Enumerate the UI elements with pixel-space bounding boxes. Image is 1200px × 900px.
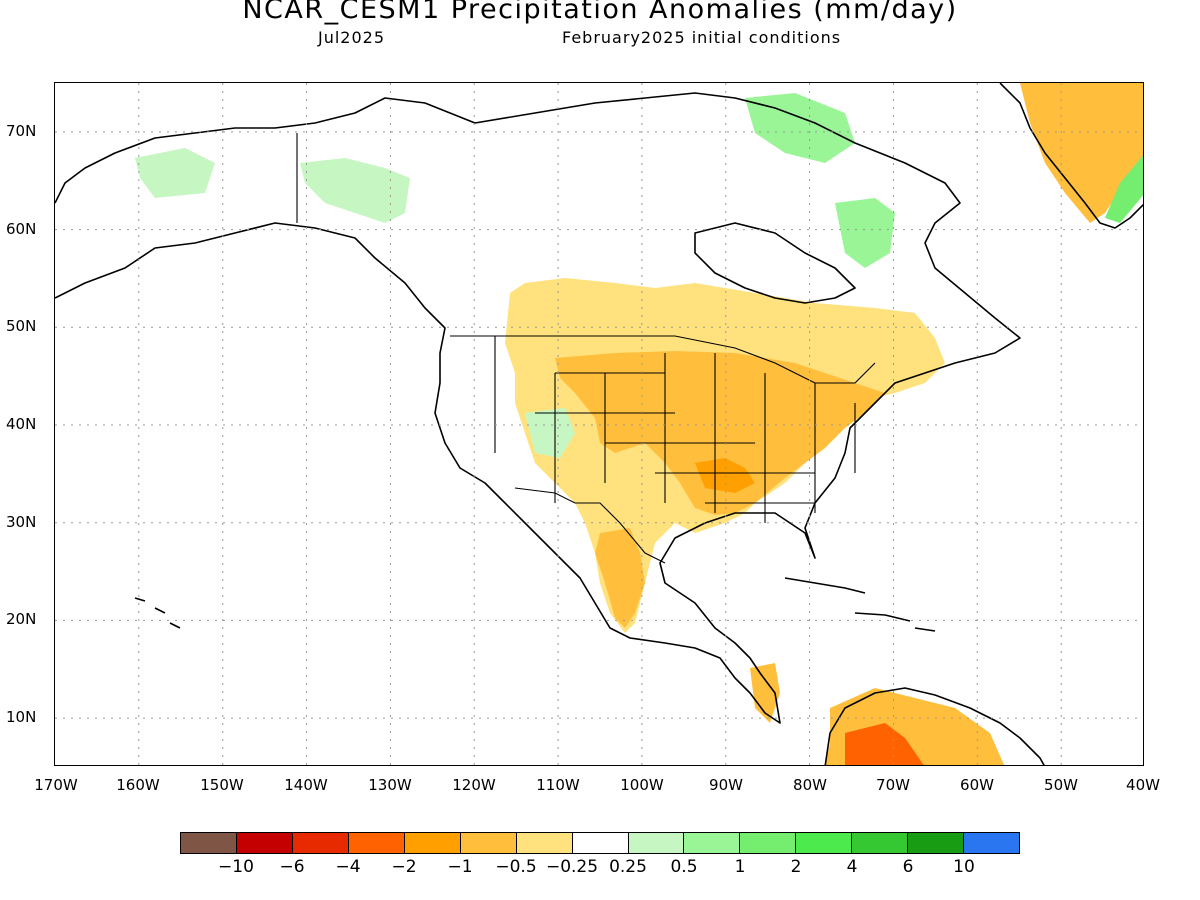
colorbar-box-4	[404, 833, 461, 853]
graticule	[55, 83, 1143, 765]
colorbar-label-7: 0.25	[609, 857, 647, 877]
lon-label-100w: 100W	[620, 776, 664, 794]
lon-label-80w: 80W	[793, 776, 827, 794]
lat-label-20n: 20N	[6, 610, 37, 628]
lon-label-110w: 110W	[536, 776, 580, 794]
colorbar-box-14	[964, 833, 1020, 853]
colorbar-label-0: −10	[218, 857, 254, 877]
us-canada-border	[450, 335, 876, 384]
colorbar-box-10	[740, 833, 797, 853]
lon-label-90w: 90W	[709, 776, 743, 794]
lon-label-40w: 40W	[1126, 776, 1160, 794]
lon-label-70w: 70W	[876, 776, 910, 794]
colorbar-label-2: −4	[335, 857, 361, 877]
wet-arctic-islands	[745, 93, 855, 163]
coastlines	[55, 83, 1143, 765]
wet-yukon	[300, 158, 410, 223]
colorbar-box-12	[852, 833, 909, 853]
lat-label-40n: 40N	[6, 415, 37, 433]
colorbar-box-8	[628, 833, 685, 853]
wet-hudson-bay	[835, 198, 895, 268]
lat-label-60n: 60N	[6, 220, 37, 238]
us-state-lines	[494, 336, 856, 523]
lat-label-70n: 70N	[6, 122, 37, 140]
map-title: NCAR_CESM1 Precipitation Anomalies (mm/d…	[242, 0, 958, 25]
colorbar-label-9: 1	[734, 857, 746, 877]
colorbar-box-2	[292, 833, 349, 853]
hudson-bay-coastline	[694, 222, 856, 304]
colorbar-label-13: 10	[953, 857, 975, 877]
anomaly-shading	[135, 83, 1143, 765]
colorbar-label-5: −0.5	[495, 857, 537, 877]
colorbar-box-1	[236, 833, 293, 853]
dry-core-mexico	[595, 528, 645, 628]
lon-label-140w: 140W	[284, 776, 328, 794]
caribbean-islands	[784, 577, 936, 632]
political-boundaries	[296, 133, 876, 564]
colorbar-box-9	[684, 833, 741, 853]
colorbar-label-11: 4	[846, 857, 858, 877]
dry-heavy-south-america	[845, 723, 924, 765]
initial-conditions: February2025 initial conditions	[562, 28, 842, 47]
dry-greenland	[1020, 83, 1143, 223]
colorbar-box-6	[516, 833, 573, 853]
lat-label-10n: 10N	[6, 708, 37, 726]
colorbar-box-0	[181, 833, 237, 853]
north-america-coastline	[55, 92, 1021, 724]
south-america-coastline	[824, 687, 1045, 765]
map-canvas	[55, 83, 1143, 765]
lon-label-120w: 120W	[452, 776, 496, 794]
colorbar-label-4: −1	[447, 857, 473, 877]
colorbar-label-8: 0.5	[670, 857, 698, 877]
colorbar-box-13	[908, 833, 965, 853]
hawaii-islands	[134, 597, 181, 629]
lon-label-160w: 160W	[116, 776, 160, 794]
lon-label-170w: 170W	[34, 776, 78, 794]
colorbar	[180, 832, 1020, 854]
lon-label-150w: 150W	[200, 776, 244, 794]
lat-label-50n: 50N	[6, 317, 37, 335]
lon-label-50w: 50W	[1044, 776, 1078, 794]
colorbar-box-11	[796, 833, 853, 853]
colorbar-label-12: 6	[902, 857, 914, 877]
dry-central-america	[750, 663, 780, 723]
lon-label-130w: 130W	[368, 776, 412, 794]
colorbar-label-3: −2	[391, 857, 417, 877]
dry-heavy-midsouth	[695, 458, 755, 493]
lon-label-60w: 60W	[960, 776, 994, 794]
precipitation-map	[54, 82, 1144, 766]
colorbar-label-10: 2	[790, 857, 802, 877]
dry-core-central-us	[555, 351, 885, 515]
forecast-month: Jul2025	[318, 28, 386, 47]
colorbar-label-6: −0.25	[545, 857, 599, 877]
greenland-coastline	[999, 83, 1143, 229]
colorbar-label-1: −6	[279, 857, 305, 877]
wet-alaska	[135, 148, 215, 198]
wet-southwest-us	[525, 408, 575, 458]
lat-label-30n: 30N	[6, 513, 37, 531]
colorbar-box-5	[460, 833, 517, 853]
colorbar-box-3	[348, 833, 405, 853]
wet-greenland	[1105, 155, 1143, 223]
colorbar-box-7	[572, 833, 629, 853]
